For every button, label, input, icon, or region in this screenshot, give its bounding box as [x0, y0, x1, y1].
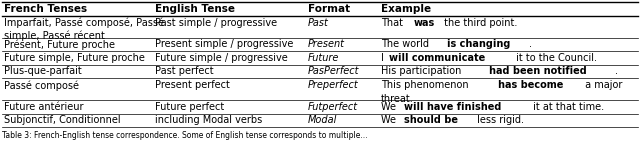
- Text: will communicate: will communicate: [388, 53, 485, 63]
- Text: Plus-que-parfait: Plus-que-parfait: [4, 66, 82, 76]
- Text: Présent, Future proche: Présent, Future proche: [4, 39, 115, 50]
- Text: Future simple, Future proche: Future simple, Future proche: [4, 53, 145, 63]
- Text: Subjonctif, Conditionnel: Subjonctif, Conditionnel: [4, 115, 120, 125]
- Text: Past perfect: Past perfect: [155, 66, 214, 76]
- Text: We: We: [381, 115, 399, 125]
- Text: Imparfait, Passé composé, Passé
simple, Passé récent: Imparfait, Passé composé, Passé simple, …: [4, 18, 164, 41]
- Text: Past simple / progressive: Past simple / progressive: [155, 18, 277, 28]
- Text: Future perfect: Future perfect: [155, 102, 224, 112]
- Text: The world: The world: [381, 39, 432, 49]
- Text: was: was: [413, 17, 435, 28]
- Text: Future antérieur: Future antérieur: [4, 102, 83, 112]
- Text: French Tenses: French Tenses: [4, 4, 87, 14]
- Text: threat.: threat.: [381, 93, 413, 104]
- Text: a major: a major: [582, 80, 623, 90]
- Text: the third point.: the third point.: [441, 17, 517, 28]
- Text: less rigid.: less rigid.: [474, 115, 524, 125]
- Text: Table 3: French-English tense correspondence. Some of English tense corresponds : Table 3: French-English tense correspond…: [2, 131, 367, 140]
- Text: will have finished: will have finished: [404, 102, 502, 112]
- Text: Future: Future: [308, 53, 339, 63]
- Text: had been notified: had been notified: [489, 66, 586, 76]
- Text: Present simple / progressive: Present simple / progressive: [155, 39, 293, 49]
- Text: That: That: [381, 17, 406, 28]
- Text: has become: has become: [498, 80, 563, 90]
- Text: This phenomenon: This phenomenon: [381, 80, 472, 90]
- Text: should be: should be: [404, 115, 458, 125]
- Text: Futperfect: Futperfect: [308, 102, 358, 112]
- Text: Past: Past: [308, 18, 329, 28]
- Text: Present perfect: Present perfect: [155, 81, 230, 91]
- Text: Future simple / progressive: Future simple / progressive: [155, 53, 288, 63]
- Text: PasPerfect: PasPerfect: [308, 66, 360, 76]
- Text: .: .: [529, 39, 532, 49]
- Text: Format: Format: [308, 4, 350, 14]
- Text: Preperfect: Preperfect: [308, 81, 359, 91]
- Text: it to the Council.: it to the Council.: [513, 53, 597, 63]
- Text: His participation: His participation: [381, 66, 465, 76]
- Text: is changing: is changing: [447, 39, 510, 49]
- Text: Modal: Modal: [308, 115, 337, 125]
- Text: English Tense: English Tense: [155, 4, 235, 14]
- Text: Present: Present: [308, 39, 345, 49]
- Text: .: .: [615, 66, 618, 76]
- Text: We: We: [381, 102, 399, 112]
- Text: Passé composé: Passé composé: [4, 81, 79, 91]
- Text: Example: Example: [381, 4, 431, 14]
- Text: including Modal verbs: including Modal verbs: [155, 115, 262, 125]
- Text: it at that time.: it at that time.: [530, 102, 604, 112]
- Text: I: I: [381, 53, 387, 63]
